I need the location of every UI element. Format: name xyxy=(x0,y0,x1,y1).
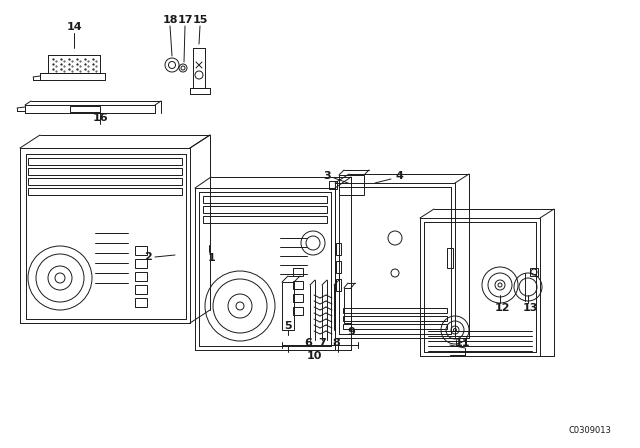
Bar xyxy=(293,307,303,315)
Text: 8: 8 xyxy=(332,338,340,348)
Bar xyxy=(343,324,447,329)
Bar xyxy=(447,248,453,268)
Bar xyxy=(28,168,182,175)
Bar xyxy=(282,282,294,330)
Bar xyxy=(203,196,327,203)
Text: 6: 6 xyxy=(304,338,312,348)
Text: 5: 5 xyxy=(284,321,292,331)
Bar xyxy=(28,178,182,185)
Bar xyxy=(336,243,341,255)
Text: 17: 17 xyxy=(177,15,193,25)
Text: 3: 3 xyxy=(323,171,331,181)
Bar xyxy=(329,181,337,189)
Text: 18: 18 xyxy=(163,15,178,25)
Bar xyxy=(293,268,303,276)
Bar xyxy=(135,285,147,294)
Bar xyxy=(135,259,147,268)
Text: 2: 2 xyxy=(144,252,152,262)
Text: C0309013: C0309013 xyxy=(568,426,611,435)
Bar xyxy=(203,216,327,223)
Text: 4: 4 xyxy=(395,171,403,181)
Bar xyxy=(339,175,364,195)
Text: 16: 16 xyxy=(92,113,108,123)
Bar xyxy=(135,246,147,255)
Bar xyxy=(293,294,303,302)
Bar xyxy=(70,106,100,112)
Bar xyxy=(343,316,447,321)
Text: 14: 14 xyxy=(66,22,82,32)
Text: 11: 11 xyxy=(454,338,470,348)
Bar xyxy=(28,158,182,165)
Bar xyxy=(135,298,147,307)
Text: 9: 9 xyxy=(347,327,355,337)
Text: 13: 13 xyxy=(522,303,538,313)
Bar xyxy=(135,272,147,281)
Bar xyxy=(343,308,447,313)
Bar xyxy=(344,288,351,323)
Bar xyxy=(28,188,182,195)
Text: 1: 1 xyxy=(208,253,216,263)
Bar xyxy=(336,279,341,291)
Text: 7: 7 xyxy=(318,338,326,348)
Bar xyxy=(293,281,303,289)
Text: 15: 15 xyxy=(192,15,208,25)
Bar xyxy=(336,261,341,273)
Bar xyxy=(530,268,538,276)
Bar xyxy=(203,206,327,213)
Text: 10: 10 xyxy=(307,351,322,361)
Text: 12: 12 xyxy=(494,303,509,313)
